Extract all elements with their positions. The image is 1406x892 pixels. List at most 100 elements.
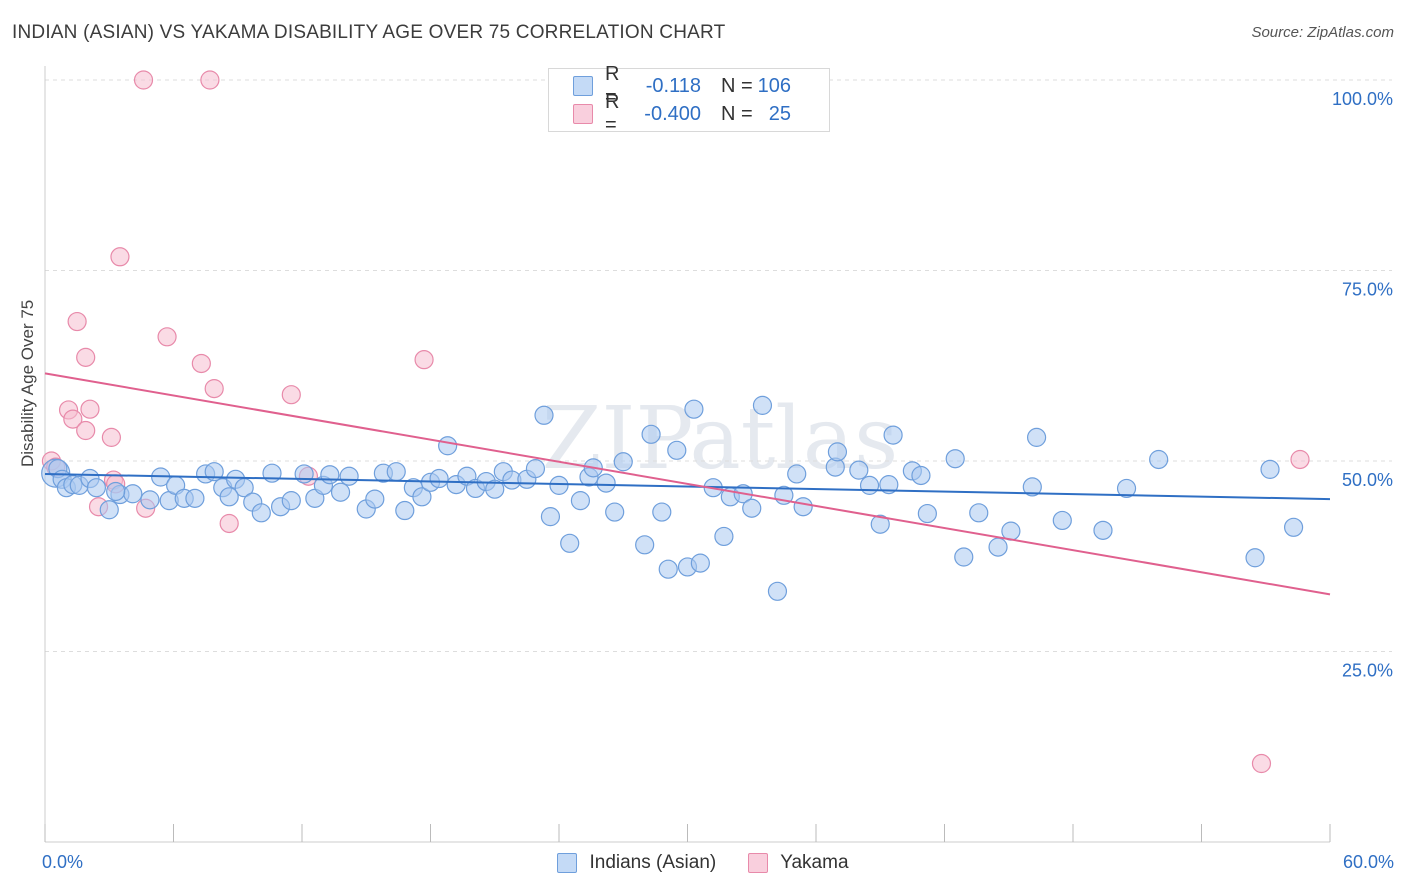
indians-point: [658, 559, 678, 579]
yakama-point: [204, 379, 224, 399]
legend-n-label: N =: [721, 74, 753, 97]
yakama-point: [76, 420, 96, 441]
indians-point: [1245, 548, 1265, 568]
indians-point: [412, 487, 432, 507]
indians-point: [560, 533, 580, 553]
indians-point: [86, 478, 107, 498]
y-tick-labels: 25.0% 50.0% 75.0% 100.0%: [1332, 89, 1393, 681]
trend-lines: [44, 372, 1331, 596]
indians-point: [859, 475, 880, 495]
yakama-point: [76, 347, 96, 367]
indians-point: [99, 500, 119, 520]
yakama-point: [219, 513, 239, 534]
correlation-legend: R = -0.118 N = 106 R = -0.400 N = 25: [548, 63, 830, 136]
indians-point: [281, 491, 301, 511]
legend-n-label: N =: [721, 102, 753, 125]
indians-point: [251, 503, 271, 523]
y-axis-label: Disability Age Over 75: [18, 299, 37, 467]
legend-swatch-pink: [573, 104, 593, 124]
legend-swatch-indians: [557, 853, 578, 873]
legend-r-label: R =: [605, 91, 620, 136]
legend-n-value: 25: [768, 102, 791, 125]
indians-asian-points: [41, 395, 1304, 601]
yakama-point: [80, 399, 100, 419]
indians-point: [320, 465, 340, 485]
indians-point: [395, 500, 415, 521]
source-label: Source: ZipAtlas.com: [1251, 24, 1394, 41]
indians-point: [485, 479, 505, 499]
indians-point: [106, 481, 126, 502]
legend-label-yakama: Yakama: [780, 852, 849, 873]
yakama-point: [63, 409, 83, 429]
indians-point: [386, 462, 406, 482]
indians-point: [549, 475, 569, 495]
indians-point: [429, 468, 449, 489]
indians-point: [1149, 449, 1169, 470]
legend-r-label: R =: [605, 63, 620, 108]
indians-point: [1052, 510, 1072, 531]
indians-point: [849, 460, 869, 480]
legend-row-yakama: R = -0.400 N = 25: [573, 91, 791, 136]
indians-point: [767, 581, 788, 601]
indians-point: [525, 459, 546, 479]
indians-point: [330, 482, 351, 502]
indians-point: [870, 514, 890, 534]
indians-point: [1026, 427, 1047, 447]
legend-swatch-yakama: [748, 853, 769, 873]
yakama-point: [101, 427, 121, 447]
legend-row-indians: R = -0.118 N = 106: [573, 63, 791, 108]
yakama-point: [191, 353, 211, 374]
indians-point: [1093, 520, 1113, 540]
indians-point: [667, 440, 687, 460]
legend-item-indians: Indians (Asian): [557, 852, 716, 874]
yakama-point: [110, 247, 130, 267]
y-tick-label: 50.0%: [1342, 470, 1393, 490]
indians-point: [1022, 477, 1042, 497]
indians-point: [339, 466, 359, 486]
indians-point: [793, 497, 813, 517]
grid-lines: [45, 79, 1392, 652]
chart-title: INDIAN (ASIAN) VS YAKAMA DISABILITY AGE …: [12, 22, 726, 43]
yakama-point: [281, 385, 301, 405]
indians-point: [140, 490, 160, 510]
yakama-point: [133, 70, 154, 90]
y-tick-label: 75.0%: [1342, 280, 1393, 300]
indians-point: [1283, 517, 1304, 537]
yakama-point: [67, 311, 87, 332]
yakama-point: [157, 327, 177, 347]
indians-point: [294, 464, 314, 484]
indians-point: [365, 489, 385, 509]
indians-point: [1260, 459, 1280, 479]
indians-point: [911, 465, 931, 486]
indians-point: [954, 547, 974, 567]
indians-point: [787, 464, 807, 484]
legend-n-value: 106: [757, 74, 791, 97]
indians-point: [752, 395, 773, 415]
legend-swatch-blue: [573, 76, 593, 96]
series-legend: Indians (Asian) Yakama: [0, 852, 1406, 874]
yakama-point: [1251, 753, 1272, 774]
indians-point: [605, 502, 625, 522]
indians-point: [540, 507, 561, 527]
indians-point: [969, 503, 989, 523]
indians-point: [613, 452, 633, 472]
indians-point: [438, 436, 458, 456]
indians-point: [883, 425, 903, 445]
indians-point: [742, 498, 762, 518]
indians-point: [185, 488, 205, 508]
indians-trend-line: [44, 472, 1331, 501]
indians-point: [204, 462, 224, 482]
indians-point: [641, 424, 661, 444]
indians-point: [1116, 478, 1137, 499]
legend-item-yakama: Yakama: [748, 852, 849, 874]
indians-point: [596, 473, 616, 493]
indians-point: [827, 442, 848, 462]
indians-point: [652, 502, 672, 522]
indians-point: [570, 491, 591, 511]
yakama-point: [414, 350, 434, 370]
x-tick-min: 0.0%: [42, 852, 84, 872]
legend-r-value: -0.118: [645, 74, 701, 97]
indians-point: [534, 405, 554, 425]
indians-point: [219, 487, 239, 507]
